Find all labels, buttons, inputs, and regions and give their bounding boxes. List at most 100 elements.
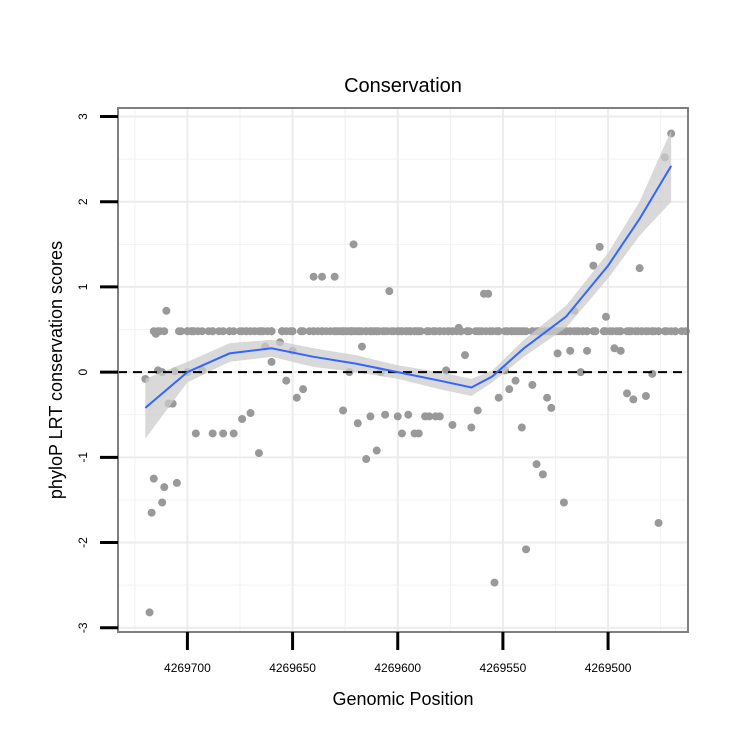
data-point (383, 327, 392, 336)
data-point (238, 414, 247, 423)
data-point (339, 406, 348, 415)
data-point (490, 578, 499, 587)
data-point (362, 455, 371, 464)
y-tick-label: 1 (76, 283, 90, 290)
data-point (162, 306, 171, 315)
data-point (543, 393, 552, 402)
data-point (435, 412, 444, 421)
data-point (637, 327, 646, 336)
y-tick-label: 0 (76, 368, 90, 375)
data-point (385, 287, 394, 296)
data-point (362, 327, 371, 336)
data-point (416, 327, 425, 336)
data-point (299, 327, 308, 336)
data-point (583, 346, 592, 355)
data-point (473, 327, 482, 336)
data-point (648, 327, 657, 336)
data-point (425, 412, 434, 421)
data-point (229, 327, 238, 336)
data-point (288, 327, 297, 336)
data-point (332, 327, 341, 336)
data-point (654, 518, 663, 527)
x-tick-label: 4269700 (164, 661, 211, 675)
data-point (578, 327, 587, 336)
data-point (465, 327, 474, 336)
y-tick-label: 3 (76, 113, 90, 120)
data-point (177, 327, 186, 336)
data-point (347, 327, 356, 336)
data-point (505, 385, 514, 394)
data-point (238, 327, 247, 336)
data-point (282, 376, 291, 385)
data-point (629, 395, 638, 404)
data-point (601, 312, 610, 321)
data-point (145, 608, 154, 617)
data-point (208, 327, 217, 336)
data-point (635, 264, 644, 273)
data-point (414, 429, 423, 438)
data-point (448, 420, 457, 429)
data-point (278, 327, 287, 336)
data-point (538, 470, 547, 479)
data-point (528, 380, 537, 389)
data-point (522, 545, 531, 554)
data-point (601, 327, 610, 336)
data-point (410, 327, 419, 336)
data-point (292, 393, 301, 402)
data-point (454, 323, 463, 332)
data-point (404, 410, 413, 419)
data-point (660, 327, 669, 336)
data-point (402, 327, 411, 336)
data-point (431, 327, 440, 336)
data-point (671, 327, 680, 336)
data-point (318, 327, 327, 336)
data-point (610, 344, 619, 353)
data-point (511, 376, 520, 385)
data-point (160, 327, 169, 336)
data-point (309, 272, 318, 281)
data-point (372, 327, 381, 336)
data-point (448, 327, 457, 336)
data-point (372, 446, 381, 455)
data-point (595, 242, 604, 251)
data-point (381, 410, 390, 419)
data-point (219, 327, 228, 336)
data-point (625, 327, 634, 336)
data-point (395, 327, 404, 336)
data-point (160, 483, 169, 492)
data-point (492, 327, 501, 336)
data-point (254, 449, 263, 458)
data-point (425, 327, 434, 336)
data-point (257, 327, 266, 336)
data-point (566, 327, 575, 336)
data-point (353, 419, 362, 428)
data-point (589, 261, 598, 270)
data-point (503, 327, 512, 336)
y-tick-label: 2 (76, 198, 90, 205)
data-point (623, 389, 632, 398)
data-point (149, 474, 158, 483)
data-point (193, 327, 202, 336)
data-point (318, 272, 327, 281)
data-point (389, 327, 398, 336)
y-axis-title: phyloP LRT conservation scores (46, 241, 66, 499)
data-point (267, 357, 276, 366)
y-tick-label: -2 (76, 537, 90, 548)
data-point (648, 369, 657, 378)
data-point (349, 240, 358, 249)
data-point (357, 342, 366, 351)
data-point (559, 498, 568, 507)
data-point (330, 272, 339, 281)
data-point (366, 412, 375, 421)
data-point (473, 406, 482, 415)
data-point (309, 327, 318, 336)
smooth-fit-line (144, 165, 673, 409)
data-point (299, 385, 308, 394)
x-tick-label: 4269600 (374, 661, 421, 675)
y-tick-label: -1 (76, 452, 90, 463)
data-point (208, 429, 217, 438)
data-point (172, 478, 181, 487)
data-point (517, 423, 526, 432)
data-point (576, 368, 585, 377)
data-point (440, 327, 449, 336)
